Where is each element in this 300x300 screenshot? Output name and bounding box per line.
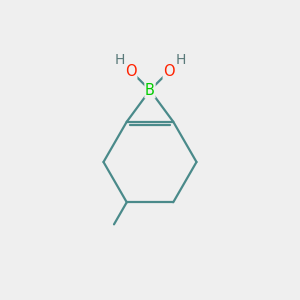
Text: O: O bbox=[163, 64, 175, 79]
Text: B: B bbox=[145, 83, 155, 98]
Text: H: H bbox=[175, 53, 186, 67]
Text: O: O bbox=[125, 64, 137, 79]
Text: H: H bbox=[114, 53, 125, 67]
